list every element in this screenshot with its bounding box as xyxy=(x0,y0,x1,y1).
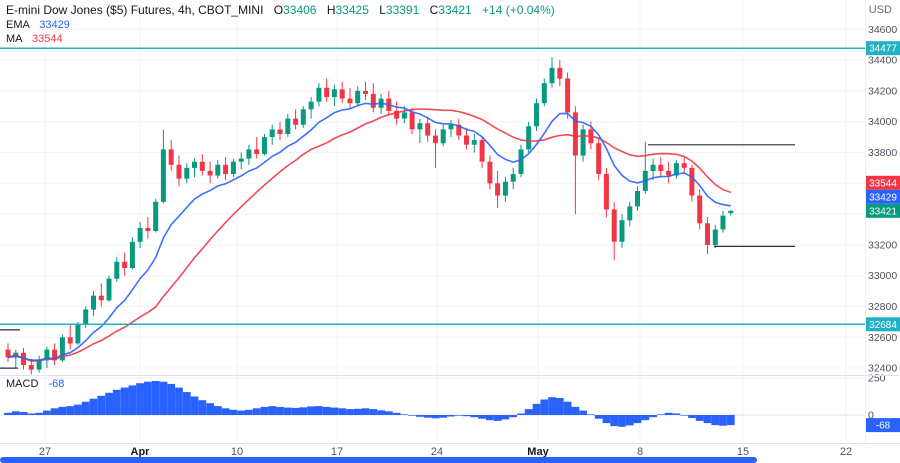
ema-line[interactable] xyxy=(7,102,731,362)
ema-label: EMA xyxy=(6,19,30,31)
axis-badge: 32684 xyxy=(866,317,900,332)
svg-text:34600: 34600 xyxy=(868,24,897,36)
macd-header[interactable]: MACD -68 xyxy=(6,378,64,390)
axis-badge: 34477 xyxy=(866,41,900,56)
ema-value: 33429 xyxy=(39,19,70,31)
svg-text:34400: 34400 xyxy=(868,55,897,67)
svg-text:10: 10 xyxy=(231,446,243,458)
svg-text:32400: 32400 xyxy=(868,363,897,375)
svg-text:May: May xyxy=(527,446,549,458)
ma-row[interactable]: MA 33544 xyxy=(6,32,555,46)
svg-text:24: 24 xyxy=(431,446,443,458)
drawn-levels[interactable] xyxy=(0,144,795,369)
axis-badge: -68 xyxy=(866,418,900,433)
svg-text:27: 27 xyxy=(39,446,51,458)
svg-text:34477: 34477 xyxy=(869,44,897,55)
svg-text:32684: 32684 xyxy=(869,320,897,331)
svg-text:32600: 32600 xyxy=(868,332,897,344)
currency-label: USD xyxy=(868,4,892,16)
svg-text:32800: 32800 xyxy=(868,301,897,313)
horizontal-lines[interactable]: 34477 32684 xyxy=(0,41,900,332)
symbol-title[interactable]: E-mini Dow Jones ($5) Futures, 4h, CBOT_… xyxy=(6,3,264,17)
timeline-scrollbar[interactable] xyxy=(0,457,757,463)
time-axis[interactable]: 27 Apr 10 17 24 May 8 15 22 xyxy=(39,446,852,458)
macd-histogram xyxy=(4,381,735,427)
high-label: H xyxy=(326,3,336,17)
svg-text:17: 17 xyxy=(331,446,343,458)
axis-badge: 33421 xyxy=(866,203,900,218)
pane-separators xyxy=(0,0,900,444)
svg-text:33544: 33544 xyxy=(869,178,897,189)
svg-text:33200: 33200 xyxy=(868,239,897,251)
svg-text:Apr: Apr xyxy=(131,446,151,458)
close-value: 33421 xyxy=(438,3,472,17)
svg-text:34200: 34200 xyxy=(868,85,897,97)
svg-text:-68: -68 xyxy=(876,421,891,432)
price-badges: 33544 33429 33421 -68 xyxy=(866,175,900,433)
svg-text:250: 250 xyxy=(868,373,886,385)
svg-text:8: 8 xyxy=(637,446,643,458)
svg-text:33800: 33800 xyxy=(868,147,897,159)
macd-label: MACD xyxy=(6,378,39,390)
svg-text:15: 15 xyxy=(737,446,749,458)
change-value: +14 (+0.04%) xyxy=(482,3,555,17)
high-value: 33425 xyxy=(335,3,369,17)
ma-label: MA xyxy=(6,33,22,45)
ema-row[interactable]: EMA 33429 xyxy=(6,18,555,32)
open-label: O xyxy=(273,3,284,17)
macd-value: -68 xyxy=(48,378,65,390)
svg-text:33000: 33000 xyxy=(868,270,897,282)
low-value: 33391 xyxy=(385,3,420,17)
price-axis[interactable]: 3460034400342003400033800336003340033200… xyxy=(868,24,897,422)
svg-text:0: 0 xyxy=(868,410,874,422)
close-label: C xyxy=(429,3,439,17)
open-value: 33406 xyxy=(283,3,317,17)
low-label: L xyxy=(379,3,386,17)
axis-badge: 33429 xyxy=(866,189,900,204)
ma-value: 33544 xyxy=(31,33,63,45)
svg-text:33429: 33429 xyxy=(869,192,897,203)
grid xyxy=(0,0,865,443)
svg-text:33421: 33421 xyxy=(869,206,897,217)
svg-text:22: 22 xyxy=(840,446,852,458)
axis-badge: 33544 xyxy=(866,175,900,190)
symbol-header: E-mini Dow Jones ($5) Futures, 4h, CBOT_… xyxy=(6,2,555,46)
svg-text:34000: 34000 xyxy=(868,116,897,128)
symbol-title-row: E-mini Dow Jones ($5) Futures, 4h, CBOT_… xyxy=(6,2,555,18)
